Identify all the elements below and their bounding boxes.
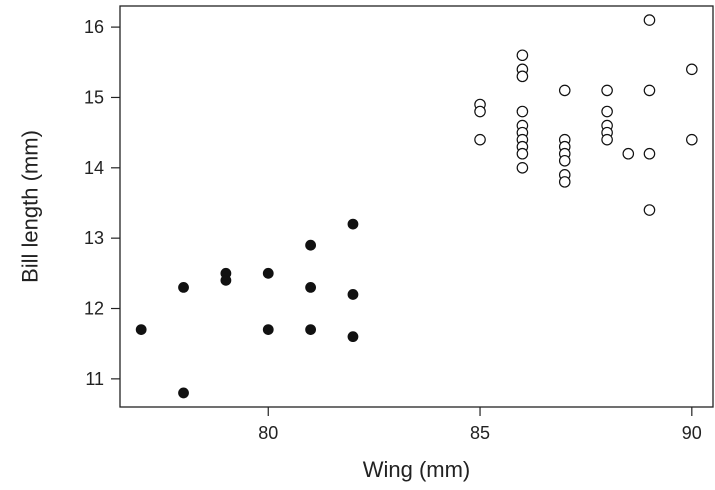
open-data-point: [516, 70, 529, 83]
open-data-point: [643, 204, 656, 216]
open-data-point: [474, 133, 486, 146]
x-axis-title: Wing (mm): [363, 457, 471, 482]
open-data-point: [474, 105, 486, 118]
x-tick-label: 90: [682, 423, 702, 443]
open-data-point: [686, 63, 698, 76]
open-data-point: [558, 176, 571, 188]
open-data-point: [516, 162, 529, 174]
filled-data-point: [347, 218, 359, 230]
filled-data-point: [305, 324, 317, 336]
open-data-point: [686, 133, 698, 146]
filled-data-point: [262, 267, 274, 279]
filled-data-point: [347, 289, 359, 300]
y-tick-label: 16: [84, 17, 104, 37]
filled-data-point: [305, 239, 317, 251]
open-data-point: [601, 105, 613, 118]
y-tick-label: 11: [85, 369, 104, 389]
filled-data-point: [220, 274, 232, 286]
open-data-point: [601, 84, 613, 97]
y-axis: 11 12 13 14 15 16: [84, 17, 120, 389]
open-data-point: [516, 49, 529, 62]
x-axis: 80 85 90: [258, 407, 702, 443]
data-points: [135, 14, 698, 399]
open-data-point: [643, 14, 656, 26]
open-data-point: [643, 147, 656, 160]
y-axis-title: Bill length (mm): [18, 130, 43, 283]
x-tick-label: 85: [470, 423, 490, 443]
filled-data-point: [347, 331, 359, 343]
open-data-point: [558, 84, 571, 97]
open-data-point: [643, 84, 656, 97]
y-tick-label: 15: [84, 87, 104, 107]
open-data-point: [516, 105, 529, 118]
open-data-point: [516, 147, 529, 160]
plot-box: [119, 5, 714, 408]
plot-frame: [119, 5, 714, 408]
open-data-point: [601, 133, 613, 146]
filled-data-point: [262, 324, 274, 336]
x-tick-label: 80: [258, 423, 278, 443]
filled-data-point: [135, 324, 147, 336]
filled-data-point: [178, 282, 189, 293]
open-data-point: [622, 147, 635, 160]
filled-data-point: [178, 387, 189, 399]
open-data-point: [558, 154, 571, 167]
filled-data-point: [305, 282, 317, 293]
y-tick-label: 12: [84, 299, 104, 319]
y-tick-label: 13: [84, 228, 104, 248]
y-tick-label: 14: [84, 158, 104, 178]
